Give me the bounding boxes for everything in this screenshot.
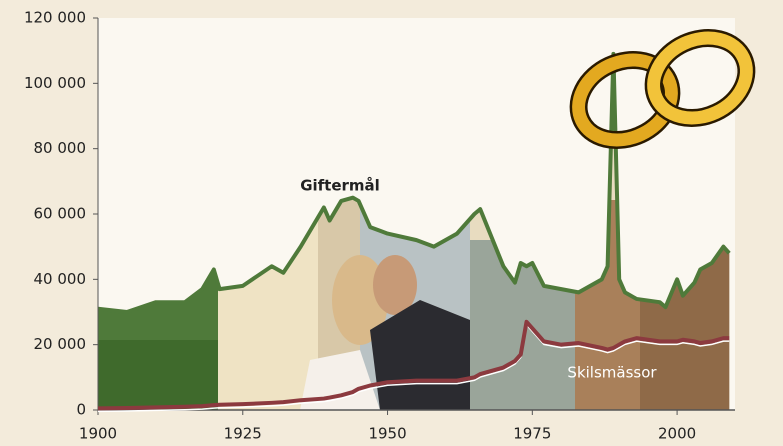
y-tick-label: 120 000 (24, 9, 86, 27)
chart: Giftermål Skilsmässor 0 20 000 40 000 60 00… (0, 0, 783, 446)
y-tick-label: 80 000 (34, 139, 87, 157)
x-tick-label: 1950 (368, 425, 406, 443)
series-label: Skilsmässor (567, 364, 657, 382)
page: Giftermål Skilsmässor 0 20 000 40 000 60 00… (0, 0, 783, 446)
y-tick-label: 100 000 (24, 74, 86, 92)
y-tick-label: 0 (76, 401, 86, 419)
x-tick-label: 2000 (658, 425, 696, 443)
y-tick-label: 20 000 (34, 335, 87, 353)
x-tick-label: 1975 (513, 425, 551, 443)
series-label: Giftermål (300, 177, 380, 195)
x-tick-label: 1925 (224, 425, 262, 443)
y-tick-label: 60 000 (34, 205, 87, 223)
x-tick-label: 1900 (79, 425, 117, 443)
y-tick-label: 40 000 (34, 270, 87, 288)
